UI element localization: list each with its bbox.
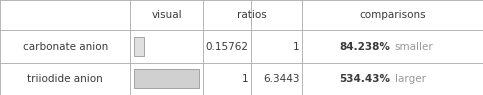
Text: carbonate anion: carbonate anion xyxy=(23,42,108,52)
Text: 6.3443: 6.3443 xyxy=(263,74,299,84)
Text: 534.43%: 534.43% xyxy=(339,74,390,84)
Text: smaller: smaller xyxy=(395,42,434,52)
Text: larger: larger xyxy=(395,74,426,84)
Text: ratios: ratios xyxy=(238,10,267,20)
Bar xyxy=(134,37,144,56)
Text: comparisons: comparisons xyxy=(359,10,426,20)
Bar xyxy=(134,69,199,88)
Text: triiodide anion: triiodide anion xyxy=(28,74,103,84)
Text: 1: 1 xyxy=(293,42,299,52)
Text: 1: 1 xyxy=(242,74,249,84)
Text: visual: visual xyxy=(151,10,182,20)
Text: 0.15762: 0.15762 xyxy=(206,42,249,52)
Text: 84.238%: 84.238% xyxy=(339,42,390,52)
